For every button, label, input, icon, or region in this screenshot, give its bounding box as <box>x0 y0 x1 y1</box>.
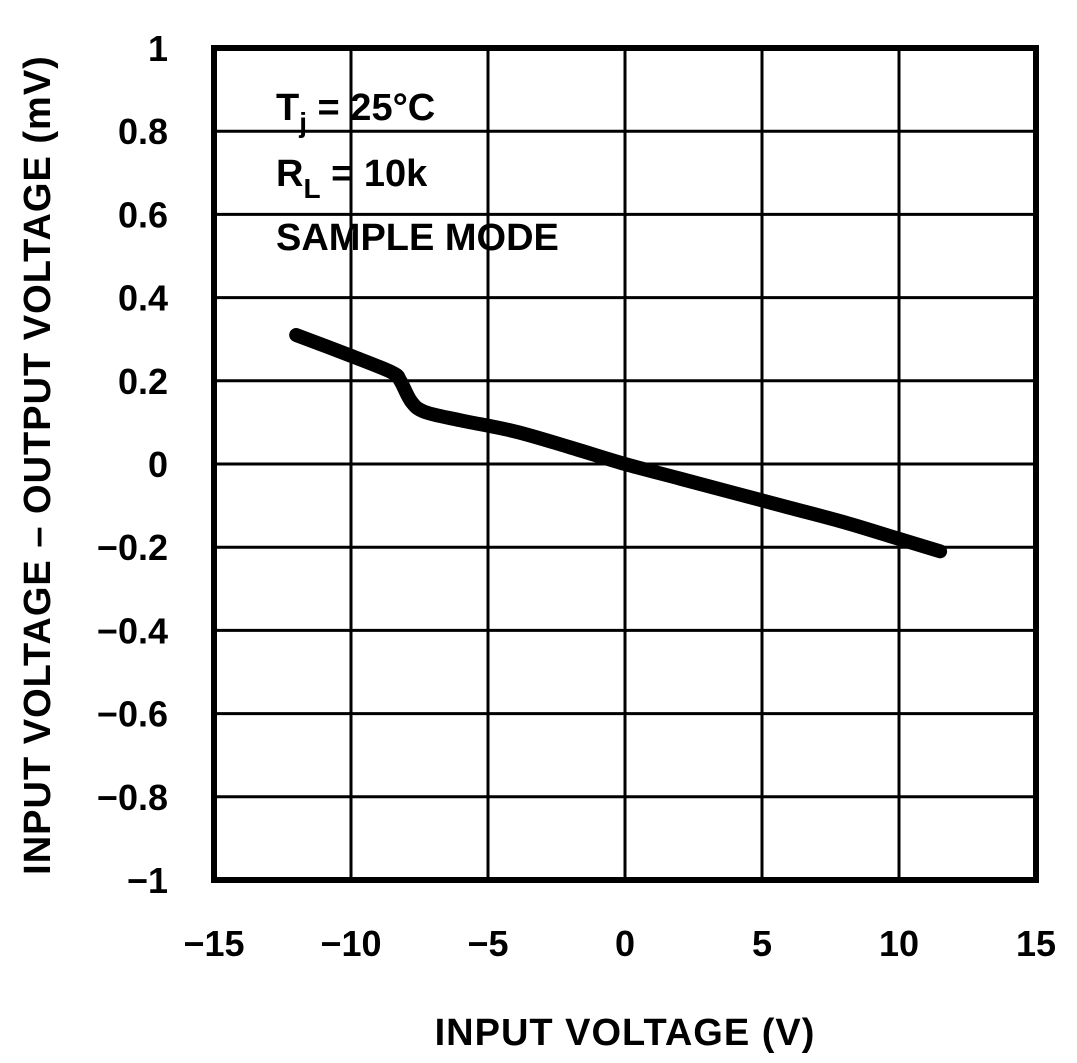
x-tick-label: 15 <box>1016 923 1056 964</box>
x-tick-label: 0 <box>615 923 635 964</box>
y-tick-label: 0 <box>148 444 168 485</box>
x-tick-label: 10 <box>879 923 919 964</box>
annotation-mode: SAMPLE MODE <box>276 217 559 259</box>
y-tick-label: −0.4 <box>97 610 168 651</box>
y-tick-label: 0.6 <box>118 194 168 235</box>
y-tick-label: 0.4 <box>118 278 168 319</box>
y-axis-title: INPUT VOLTAGE – OUTPUT VOLTAGE (mV) <box>17 55 59 875</box>
x-tick-label: 5 <box>752 923 772 964</box>
annotation-load-resistance: RL = 10k <box>276 153 428 204</box>
x-axis-title: INPUT VOLTAGE (V) <box>435 1012 816 1054</box>
x-axis-tick-labels: −15 −10 −5 0 5 10 15 <box>183 923 1056 964</box>
annotation-block: Tj = 25°C RL = 10k SAMPLE MODE <box>276 87 559 259</box>
y-tick-label: 0.8 <box>118 111 168 152</box>
y-tick-label: −0.8 <box>97 777 168 818</box>
x-tick-label: −15 <box>183 923 244 964</box>
x-tick-label: −5 <box>467 923 508 964</box>
x-tick-label: −10 <box>320 923 381 964</box>
plot-frame <box>211 45 1039 883</box>
y-tick-label: −1 <box>127 860 168 901</box>
data-series-line <box>289 328 948 559</box>
y-tick-label: 1 <box>148 28 168 69</box>
y-tick-label: 0.2 <box>118 361 168 402</box>
annotation-junction-temp: Tj = 25°C <box>276 87 435 138</box>
y-axis-tick-labels: 1 0.8 0.6 0.4 0.2 0 −0.2 −0.4 −0.6 −0.8 −1 <box>97 28 168 901</box>
y-tick-label: −0.2 <box>97 527 168 568</box>
y-tick-label: −0.6 <box>97 694 168 735</box>
